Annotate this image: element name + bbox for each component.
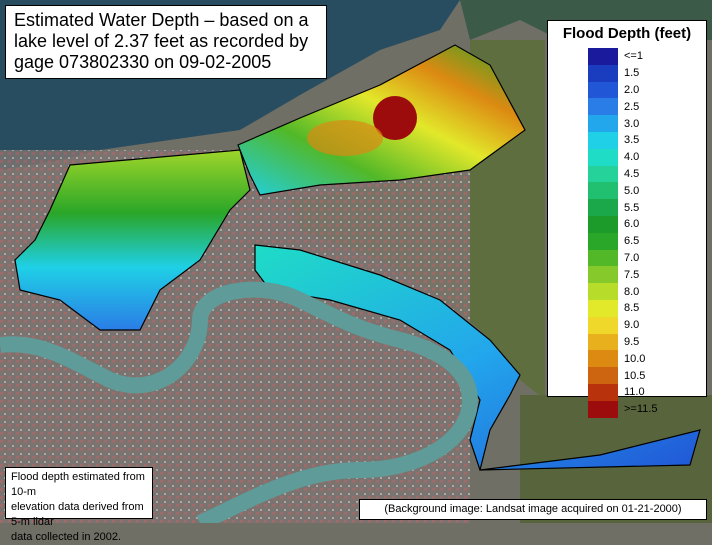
- flood-zone-west: [14, 149, 251, 331]
- title-line: lake level of 2.37 feet as recorded by: [14, 31, 309, 51]
- legend-label: 4.5: [624, 167, 640, 180]
- legend-label: 7.0: [624, 251, 640, 264]
- legend-item: 2.0: [588, 81, 706, 99]
- legend-swatch: [588, 215, 618, 233]
- legend-label: 8.0: [624, 285, 640, 298]
- legend-item: 1.5: [588, 64, 706, 82]
- legend-swatch: [588, 316, 618, 334]
- flood-core-orange: [307, 120, 383, 156]
- legend-item: 9.0: [588, 316, 706, 334]
- legend-item: 3.0: [588, 115, 706, 132]
- legend-item: 4.0: [588, 148, 706, 166]
- legend-swatch: [588, 367, 618, 384]
- legend-label: 10.5: [624, 369, 646, 382]
- legend-label: 9.5: [624, 335, 640, 348]
- title-line: Estimated Water Depth – based on a: [14, 10, 309, 30]
- legend-swatch: [588, 266, 618, 284]
- legend-swatch: [588, 350, 618, 368]
- legend-label: 7.5: [624, 268, 640, 281]
- legend-label: 6.5: [624, 235, 640, 248]
- legend-swatch: [588, 232, 618, 250]
- legend-title: Flood Depth (feet): [562, 25, 692, 42]
- legend-swatch: [588, 383, 618, 401]
- legend-swatch: [588, 249, 618, 267]
- river: [0, 281, 479, 523]
- legend-label: 1.5: [624, 67, 640, 80]
- legend-swatch: [588, 333, 618, 351]
- legend-item: 6.5: [588, 232, 706, 250]
- flood-deep-core: [373, 96, 417, 140]
- legend-item: 8.5: [588, 299, 706, 317]
- legend-label: 11.0: [624, 386, 645, 399]
- flood-map: [0, 0, 712, 523]
- legend-label: 6.0: [624, 218, 640, 231]
- legend-label: >=11.5: [624, 403, 658, 416]
- legend-label: <=1: [624, 50, 643, 63]
- legend-swatch: [588, 64, 618, 82]
- legend-item: 5.5: [588, 199, 706, 216]
- legend-label: 9.0: [624, 319, 640, 332]
- legend-item: 5.0: [588, 182, 706, 200]
- legend-item: >=11.5: [588, 400, 706, 418]
- legend-label: 8.5: [624, 302, 640, 315]
- legend-item: 8.0: [588, 283, 706, 300]
- method-note: Flood depth estimated from 10-m elevatio…: [5, 467, 153, 543]
- legend-item: 10.0: [588, 350, 706, 368]
- note-line: data collected in 2002.: [11, 531, 122, 543]
- legend-swatch: [588, 48, 618, 65]
- map-title: Estimated Water Depth – based on a lake …: [5, 5, 327, 79]
- legend-swatch: [588, 81, 618, 99]
- legend-label: 3.0: [624, 117, 640, 130]
- legend: Flood Depth (feet) <=1 1.5 2.0 2.5 3.0 3.5 4.0…: [547, 20, 707, 418]
- legend-swatch: [588, 98, 618, 116]
- legend-swatch: [588, 165, 618, 183]
- legend-item: 4.5: [588, 165, 706, 183]
- legend-item: 3.5: [588, 131, 706, 149]
- flood-zone-southeast: [254, 244, 701, 471]
- legend-swatch: [588, 299, 618, 317]
- legend-swatch: [588, 131, 618, 149]
- legend-item: 10.5: [588, 367, 706, 384]
- legend-item: 9.5: [588, 333, 706, 351]
- legend-item: 2.5: [588, 98, 706, 116]
- legend-swatch: [588, 283, 618, 300]
- legend-label: 3.5: [624, 134, 640, 147]
- legend-item: 6.0: [588, 215, 706, 233]
- title-line: gage 073802330 on 09-02-2005: [14, 52, 272, 72]
- note-line: elevation data derived from 5-m lidar: [11, 501, 144, 528]
- legend-label: 2.5: [624, 100, 640, 113]
- legend-rows: <=1 1.5 2.0 2.5 3.0 3.5 4.0 4.5 5.0 5.5 6.0 6.5 7.0 7…: [548, 48, 706, 418]
- legend-label: 4.0: [624, 151, 640, 164]
- legend-label: 2.0: [624, 83, 640, 96]
- legend-item: 7.5: [588, 266, 706, 284]
- legend-label: 5.0: [624, 184, 640, 197]
- legend-label: 10.0: [624, 352, 646, 365]
- legend-swatch: [588, 148, 618, 166]
- legend-item: 7.0: [588, 249, 706, 267]
- legend-label: 5.5: [624, 201, 640, 214]
- legend-swatch: [588, 115, 618, 132]
- legend-item: 11.0: [588, 383, 706, 401]
- legend-swatch: [588, 199, 618, 216]
- note-line: Flood depth estimated from 10-m: [11, 471, 145, 498]
- legend-swatch: [588, 400, 618, 418]
- legend-item: <=1: [588, 48, 706, 65]
- legend-swatch: [588, 182, 618, 200]
- image-credit: (Background image: Landsat image acquire…: [359, 499, 707, 520]
